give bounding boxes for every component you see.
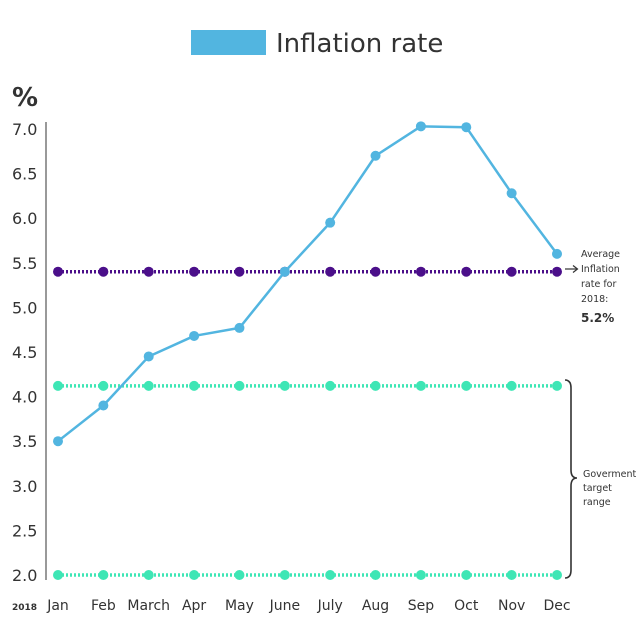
- y-tick-label: 3.5: [12, 432, 37, 451]
- series-layer: [53, 121, 562, 447]
- reference-marker: [552, 266, 562, 277]
- reference-marker: [415, 266, 426, 277]
- reference-marker: [415, 570, 426, 580]
- x-tick-label: June: [269, 598, 301, 614]
- reference-marker: [189, 266, 200, 277]
- x-tick-label: Feb: [91, 598, 116, 614]
- data-point: [552, 248, 562, 259]
- year-label: 2018: [12, 603, 37, 613]
- reference-marker: [461, 380, 472, 391]
- reference-marker: [325, 570, 336, 580]
- reference-marker: [370, 380, 381, 391]
- average-label-line-4: 2018:: [581, 294, 608, 305]
- average-label-line-1: Average: [581, 249, 620, 260]
- y-tick-label: 6.0: [12, 209, 37, 228]
- x-tick-label: Dec: [543, 598, 570, 614]
- target-label-line-2: target: [583, 483, 612, 494]
- reference-marker: [506, 380, 517, 391]
- data-point: [189, 330, 200, 341]
- reference-marker: [415, 380, 426, 391]
- y-tick-label: 2.0: [12, 566, 37, 585]
- target-label-line-3: range: [583, 497, 611, 508]
- y-tick-label: 4.5: [12, 343, 37, 362]
- reference-marker: [506, 266, 517, 277]
- average-annotation: Average Inflation rate for 2018: 5.2%: [565, 249, 620, 325]
- target-range-brace: [564, 379, 578, 579]
- x-ticks: Jan Feb March Apr May June July Aug Sep Oct Nov Dec: [46, 598, 570, 614]
- data-point: [415, 121, 426, 132]
- reference-marker: [53, 570, 63, 580]
- data-point: [234, 322, 245, 333]
- series-line: [57, 125, 559, 443]
- data-point: [98, 400, 109, 411]
- x-tick-label: Nov: [498, 598, 525, 614]
- target-label-line-1: Goverment: [583, 469, 636, 480]
- y-tick-label: 5.0: [12, 298, 37, 317]
- legend: Inflation rate: [191, 29, 443, 59]
- legend-swatch: [191, 30, 266, 55]
- y-tick-label: 4.0: [12, 388, 37, 407]
- x-tick-label: Sep: [408, 598, 435, 614]
- y-tick-label: 2.5: [12, 521, 37, 540]
- y-tick-label: 7.0: [12, 120, 37, 139]
- average-value: 5.2%: [581, 311, 614, 325]
- reference-marker: [98, 380, 109, 391]
- reference-marker: [234, 380, 245, 391]
- x-tick-label: Apr: [182, 598, 206, 614]
- reference-marker: [53, 266, 63, 277]
- reference-marker: [279, 570, 290, 580]
- x-tick-label: July: [317, 598, 343, 614]
- data-point: [506, 188, 517, 199]
- x-tick-label: Jan: [46, 598, 69, 614]
- reference-marker: [234, 266, 245, 277]
- data-point: [461, 122, 472, 133]
- reference-marker: [370, 570, 381, 580]
- reference-marker: [370, 266, 381, 277]
- reference-marker: [189, 570, 200, 580]
- reference-marker: [53, 380, 63, 391]
- reference-marker: [461, 570, 472, 580]
- reference-marker: [325, 380, 336, 391]
- reference-marker: [143, 380, 154, 391]
- data-point: [325, 217, 336, 228]
- x-tick-label: May: [225, 598, 254, 614]
- x-tick-label: Oct: [454, 598, 479, 614]
- reference-marker: [143, 570, 154, 580]
- data-point: [53, 436, 63, 447]
- reference-marker: [506, 570, 517, 580]
- average-label-line-3: rate for: [581, 279, 616, 290]
- data-point: [370, 150, 381, 161]
- reference-marker: [98, 266, 109, 277]
- reference-marker: [552, 570, 562, 580]
- reference-marker: [143, 266, 154, 277]
- reference-marker: [552, 380, 562, 391]
- y-tick-label: 6.5: [12, 165, 37, 184]
- reference-marker: [461, 266, 472, 277]
- reference-marker: [325, 266, 336, 277]
- x-tick-label: March: [127, 598, 170, 614]
- average-arrow-head: [572, 265, 579, 273]
- reference-lines: [53, 266, 562, 580]
- reference-marker: [98, 570, 109, 580]
- reference-marker: [189, 380, 200, 391]
- x-tick-label: Aug: [362, 598, 389, 614]
- reference-marker: [234, 570, 245, 580]
- y-tick-label: 3.0: [12, 477, 37, 496]
- reference-marker: [279, 380, 290, 391]
- y-axis-unit: %: [12, 83, 38, 113]
- data-point: [143, 351, 154, 362]
- data-point: [279, 266, 290, 277]
- y-tick-label: 5.5: [12, 254, 37, 273]
- y-ticks: 7.0 6.5 6.0 5.5 5.0 4.5 4.0 3.5 3.0 2.5 2.0: [12, 120, 37, 585]
- legend-label: Inflation rate: [276, 29, 443, 59]
- target-range-annotation: Goverment target range: [564, 379, 636, 579]
- average-label-line-2: Inflation: [581, 264, 620, 275]
